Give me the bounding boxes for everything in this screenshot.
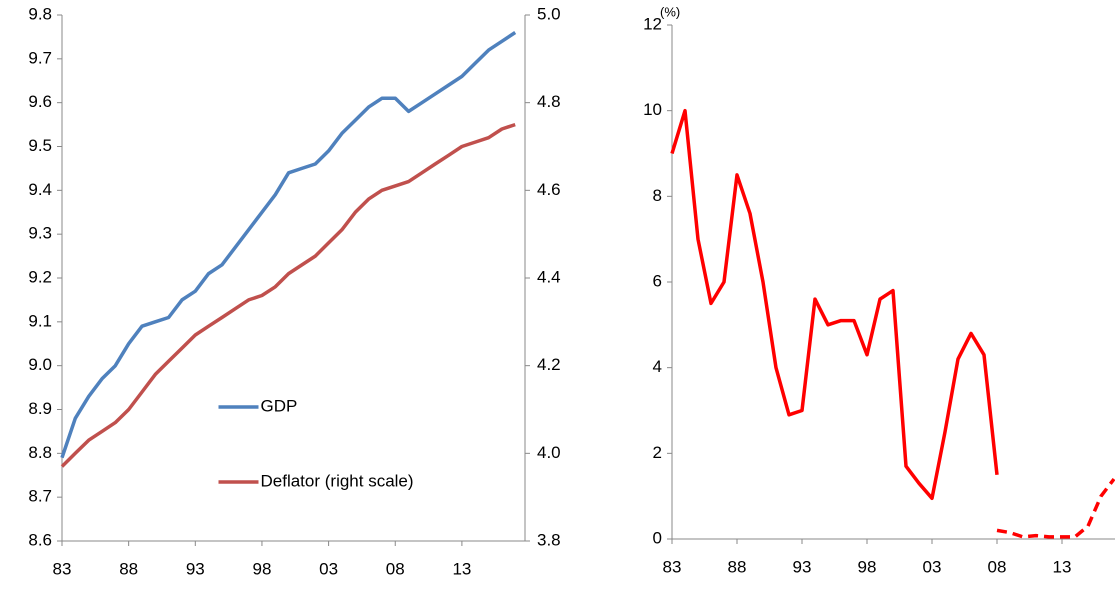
x-tick-label: 93 bbox=[186, 559, 205, 578]
y-tick-label: 12 bbox=[643, 14, 662, 33]
x-tick-label: 98 bbox=[858, 557, 877, 576]
data-line bbox=[996, 477, 1115, 539]
y-axis-label: (%) bbox=[660, 4, 680, 19]
legend-label: Deflator (right scale) bbox=[261, 471, 414, 490]
y-tick-label: 9.1 bbox=[28, 311, 52, 330]
y2-tick-label: 4.8 bbox=[537, 92, 561, 111]
x-tick-label: 13 bbox=[452, 559, 471, 578]
y-tick-label: 2 bbox=[653, 443, 662, 462]
y-tick-label: 9.5 bbox=[28, 136, 52, 155]
x-tick-label: 93 bbox=[793, 557, 812, 576]
y-tick-label: 9.4 bbox=[28, 180, 52, 199]
data-line bbox=[670, 108, 999, 501]
x-tick-label: 83 bbox=[663, 557, 682, 576]
y-tick-label: 10 bbox=[643, 100, 662, 119]
legend-label: GDP bbox=[261, 396, 298, 415]
x-tick-label: 88 bbox=[119, 559, 138, 578]
data-line bbox=[60, 122, 516, 468]
y2-tick-label: 3.8 bbox=[537, 530, 561, 549]
y-tick-label: 8 bbox=[653, 186, 662, 205]
data-line bbox=[60, 31, 517, 459]
x-tick-label: 08 bbox=[386, 559, 405, 578]
x-tick-label: 03 bbox=[923, 557, 942, 576]
y-tick-label: 9.7 bbox=[28, 48, 52, 67]
y-tick-label: 9.2 bbox=[28, 267, 52, 286]
y-tick-label: 9.0 bbox=[28, 355, 52, 374]
y2-tick-label: 4.0 bbox=[537, 443, 561, 462]
x-tick-label: 08 bbox=[988, 557, 1007, 576]
y-tick-label: 9.6 bbox=[28, 92, 52, 111]
y-tick-label: 8.7 bbox=[28, 487, 52, 506]
y-tick-label: 9.8 bbox=[28, 4, 52, 23]
y-tick-label: 9.3 bbox=[28, 224, 52, 243]
x-tick-label: 13 bbox=[1053, 557, 1072, 576]
y-tick-label: 4 bbox=[653, 357, 662, 376]
y-tick-label: 0 bbox=[653, 528, 662, 547]
y-tick-label: 8.6 bbox=[28, 530, 52, 549]
y2-tick-label: 4.6 bbox=[537, 180, 561, 199]
y2-tick-label: 4.2 bbox=[537, 355, 561, 374]
x-tick-label: 88 bbox=[728, 557, 747, 576]
y2-tick-label: 5.0 bbox=[537, 4, 561, 23]
y-tick-label: 6 bbox=[653, 271, 662, 290]
y2-tick-label: 4.4 bbox=[537, 267, 561, 286]
x-tick-label: 83 bbox=[53, 559, 72, 578]
y-tick-label: 8.9 bbox=[28, 399, 52, 418]
x-tick-label: 03 bbox=[319, 559, 338, 578]
x-tick-label: 98 bbox=[252, 559, 271, 578]
y-tick-label: 8.8 bbox=[28, 443, 52, 462]
